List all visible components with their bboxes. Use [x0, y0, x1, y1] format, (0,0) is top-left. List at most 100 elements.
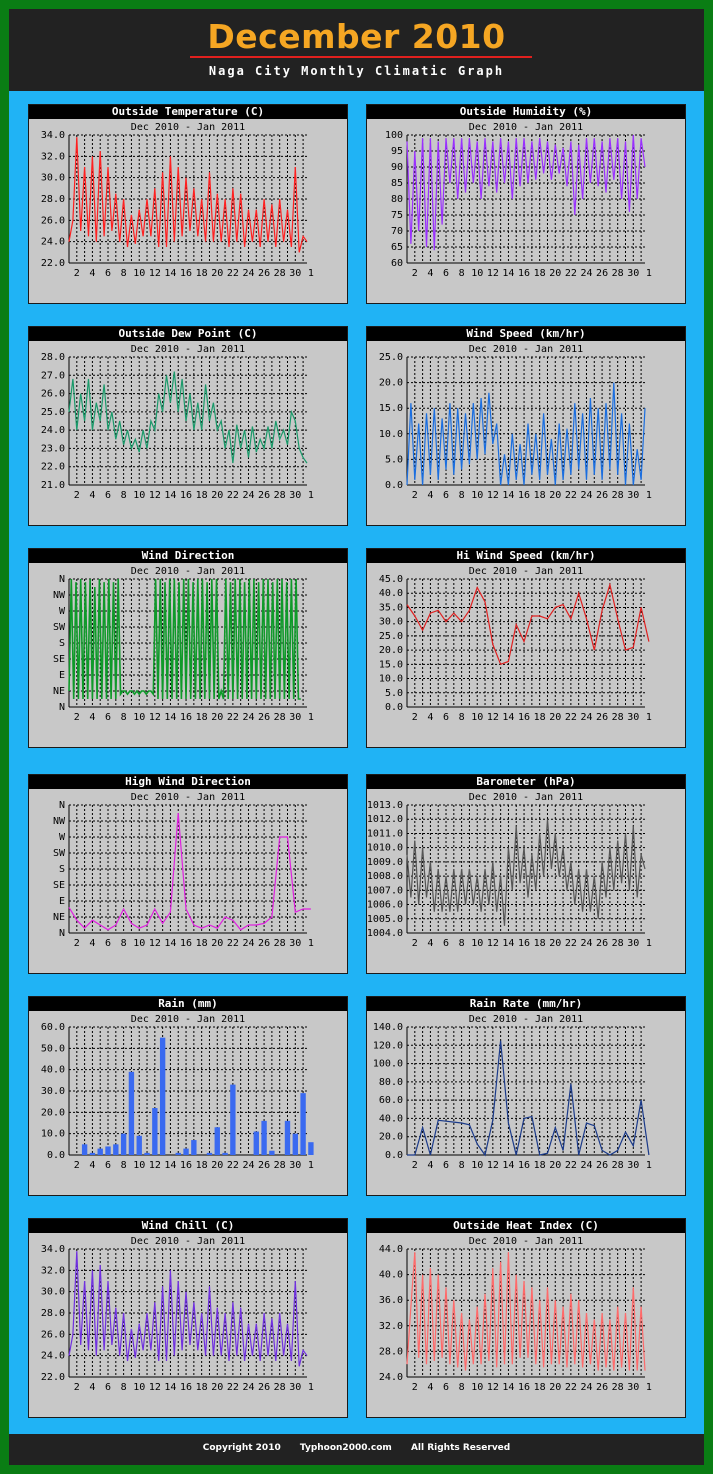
x-tick-label: 28 [274, 268, 286, 279]
x-tick-label: 6 [105, 712, 111, 723]
x-tick-label: 4 [427, 712, 433, 723]
y-tick-label: S [59, 638, 65, 649]
x-tick-label: 1 [646, 1382, 652, 1393]
x-tick-label: 8 [121, 938, 127, 949]
chart-panel-barometer: Barometer (hPa) Dec 2010 - Jan 2011 1004.… [366, 774, 686, 974]
x-tick-label: 16 [180, 938, 192, 949]
x-tick-label: 10 [471, 490, 483, 501]
rain-bar [120, 1133, 127, 1155]
chart-panel-hi-wind-speed: Hi Wind Speed (km/hr) Dec 2010 - Jan 201… [366, 548, 686, 748]
x-tick-label: 20 [211, 1160, 223, 1171]
x-tick-label: 24 [242, 712, 254, 723]
y-tick-label: SW [53, 848, 66, 859]
data-series-line [406, 1252, 646, 1371]
x-tick-label: 30 [289, 712, 301, 723]
y-tick-label: E [59, 896, 65, 907]
plot-area [407, 1027, 645, 1155]
x-tick-label: 22 [227, 268, 239, 279]
x-tick-label: 30 [289, 268, 301, 279]
x-tick-label: 18 [534, 1160, 546, 1171]
x-tick-label: 4 [89, 268, 95, 279]
y-tick-label: 20.0 [379, 1132, 403, 1143]
x-tick-label: 8 [121, 268, 127, 279]
x-tick-label: 30 [627, 268, 639, 279]
x-tick-label: 2 [412, 490, 418, 501]
rain-bar [152, 1108, 158, 1155]
x-tick-label: 20 [549, 268, 561, 279]
x-tick-label: 10 [133, 1382, 145, 1393]
x-tick-label: 24 [242, 1382, 254, 1393]
x-tick-label: 8 [121, 712, 127, 723]
y-tick-label: NE [53, 686, 65, 697]
x-tick-label: 28 [612, 712, 624, 723]
x-tick-label: 26 [596, 1160, 608, 1171]
x-tick-label: 4 [89, 1160, 95, 1171]
y-tick-label: 0.0 [47, 1150, 65, 1161]
x-tick-label: 16 [518, 1382, 530, 1393]
x-tick-label: 24 [242, 1160, 254, 1171]
y-tick-label: 34.0 [41, 130, 65, 141]
chart-panel-dew-point: Outside Dew Point (C) Dec 2010 - Jan 201… [28, 326, 348, 526]
x-tick-label: 24 [580, 712, 592, 723]
rain-bar [222, 1152, 228, 1155]
chart-plot: Dec 2010 - Jan 2011 0.0 5.0 10.0 15.0 20.0 25.… [379, 344, 652, 501]
x-tick-label: 6 [443, 490, 449, 501]
x-tick-label: 14 [164, 490, 176, 501]
data-series-line [406, 382, 646, 486]
x-tick-label: 10 [133, 712, 145, 723]
y-tick-label: 0.0 [385, 1150, 403, 1161]
y-tick-label: 100 [385, 130, 403, 141]
y-tick-label: 45.0 [379, 574, 403, 585]
x-tick-label: 6 [443, 1160, 449, 1171]
y-tick-label: 10.0 [379, 429, 403, 440]
rain-bar [183, 1148, 189, 1155]
x-tick-label: 22 [565, 1382, 577, 1393]
x-tick-label: 20 [549, 1382, 561, 1393]
x-tick-label: 10 [471, 1160, 483, 1171]
x-tick-label: 1 [646, 712, 652, 723]
data-series-line [68, 371, 308, 464]
y-tick-label: 32.0 [41, 1265, 65, 1276]
x-tick-label: 6 [105, 1382, 111, 1393]
x-tick-label: 6 [105, 490, 111, 501]
x-tick-label: 30 [627, 1382, 639, 1393]
x-tick-label: 16 [180, 490, 192, 501]
y-tick-label: S [59, 864, 65, 875]
chart-title: Wind Speed (km/hr) [367, 327, 685, 341]
x-tick-label: 28 [612, 1382, 624, 1393]
x-tick-label: 24 [242, 268, 254, 279]
y-tick-label: 5.0 [385, 454, 403, 465]
x-tick-label: 20 [549, 1160, 561, 1171]
y-tick-label: 1009.0 [367, 857, 403, 868]
x-tick-label: 30 [627, 938, 639, 949]
y-tick-label: 75 [391, 210, 403, 221]
x-tick-label: 22 [227, 712, 239, 723]
x-tick-label: 12 [149, 1160, 161, 1171]
x-tick-label: 12 [487, 1160, 499, 1171]
x-tick-label: 22 [227, 1160, 239, 1171]
x-tick-label: 18 [534, 268, 546, 279]
chart-title: Outside Temperature (C) [29, 105, 347, 119]
chart-title: Outside Heat Index (C) [367, 1219, 685, 1233]
x-tick-label: 18 [534, 938, 546, 949]
x-tick-label: 10 [133, 490, 145, 501]
x-tick-label: 26 [596, 712, 608, 723]
x-tick-label: 26 [258, 712, 270, 723]
y-tick-label: SE [53, 654, 65, 665]
rain-bar [284, 1120, 291, 1155]
x-tick-label: 2 [412, 268, 418, 279]
y-tick-label: N [59, 574, 65, 585]
title-underline [190, 56, 532, 58]
x-tick-label: 2 [412, 1382, 418, 1393]
x-tick-label: 30 [627, 1160, 639, 1171]
x-tick-label: 8 [459, 268, 465, 279]
y-tick-label: 36.0 [379, 1295, 403, 1306]
chart-plot: Dec 2010 - Jan 2011 0.0 10.0 20.0 30.0 40.0 50… [41, 1014, 314, 1171]
chart-panel-wind-direction: Wind Direction Dec 2010 - Jan 2011 N NE E SE… [28, 548, 348, 748]
y-tick-label: 90 [391, 162, 403, 173]
x-tick-label: 26 [596, 268, 608, 279]
x-tick-label: 20 [211, 490, 223, 501]
x-tick-label: 16 [180, 712, 192, 723]
